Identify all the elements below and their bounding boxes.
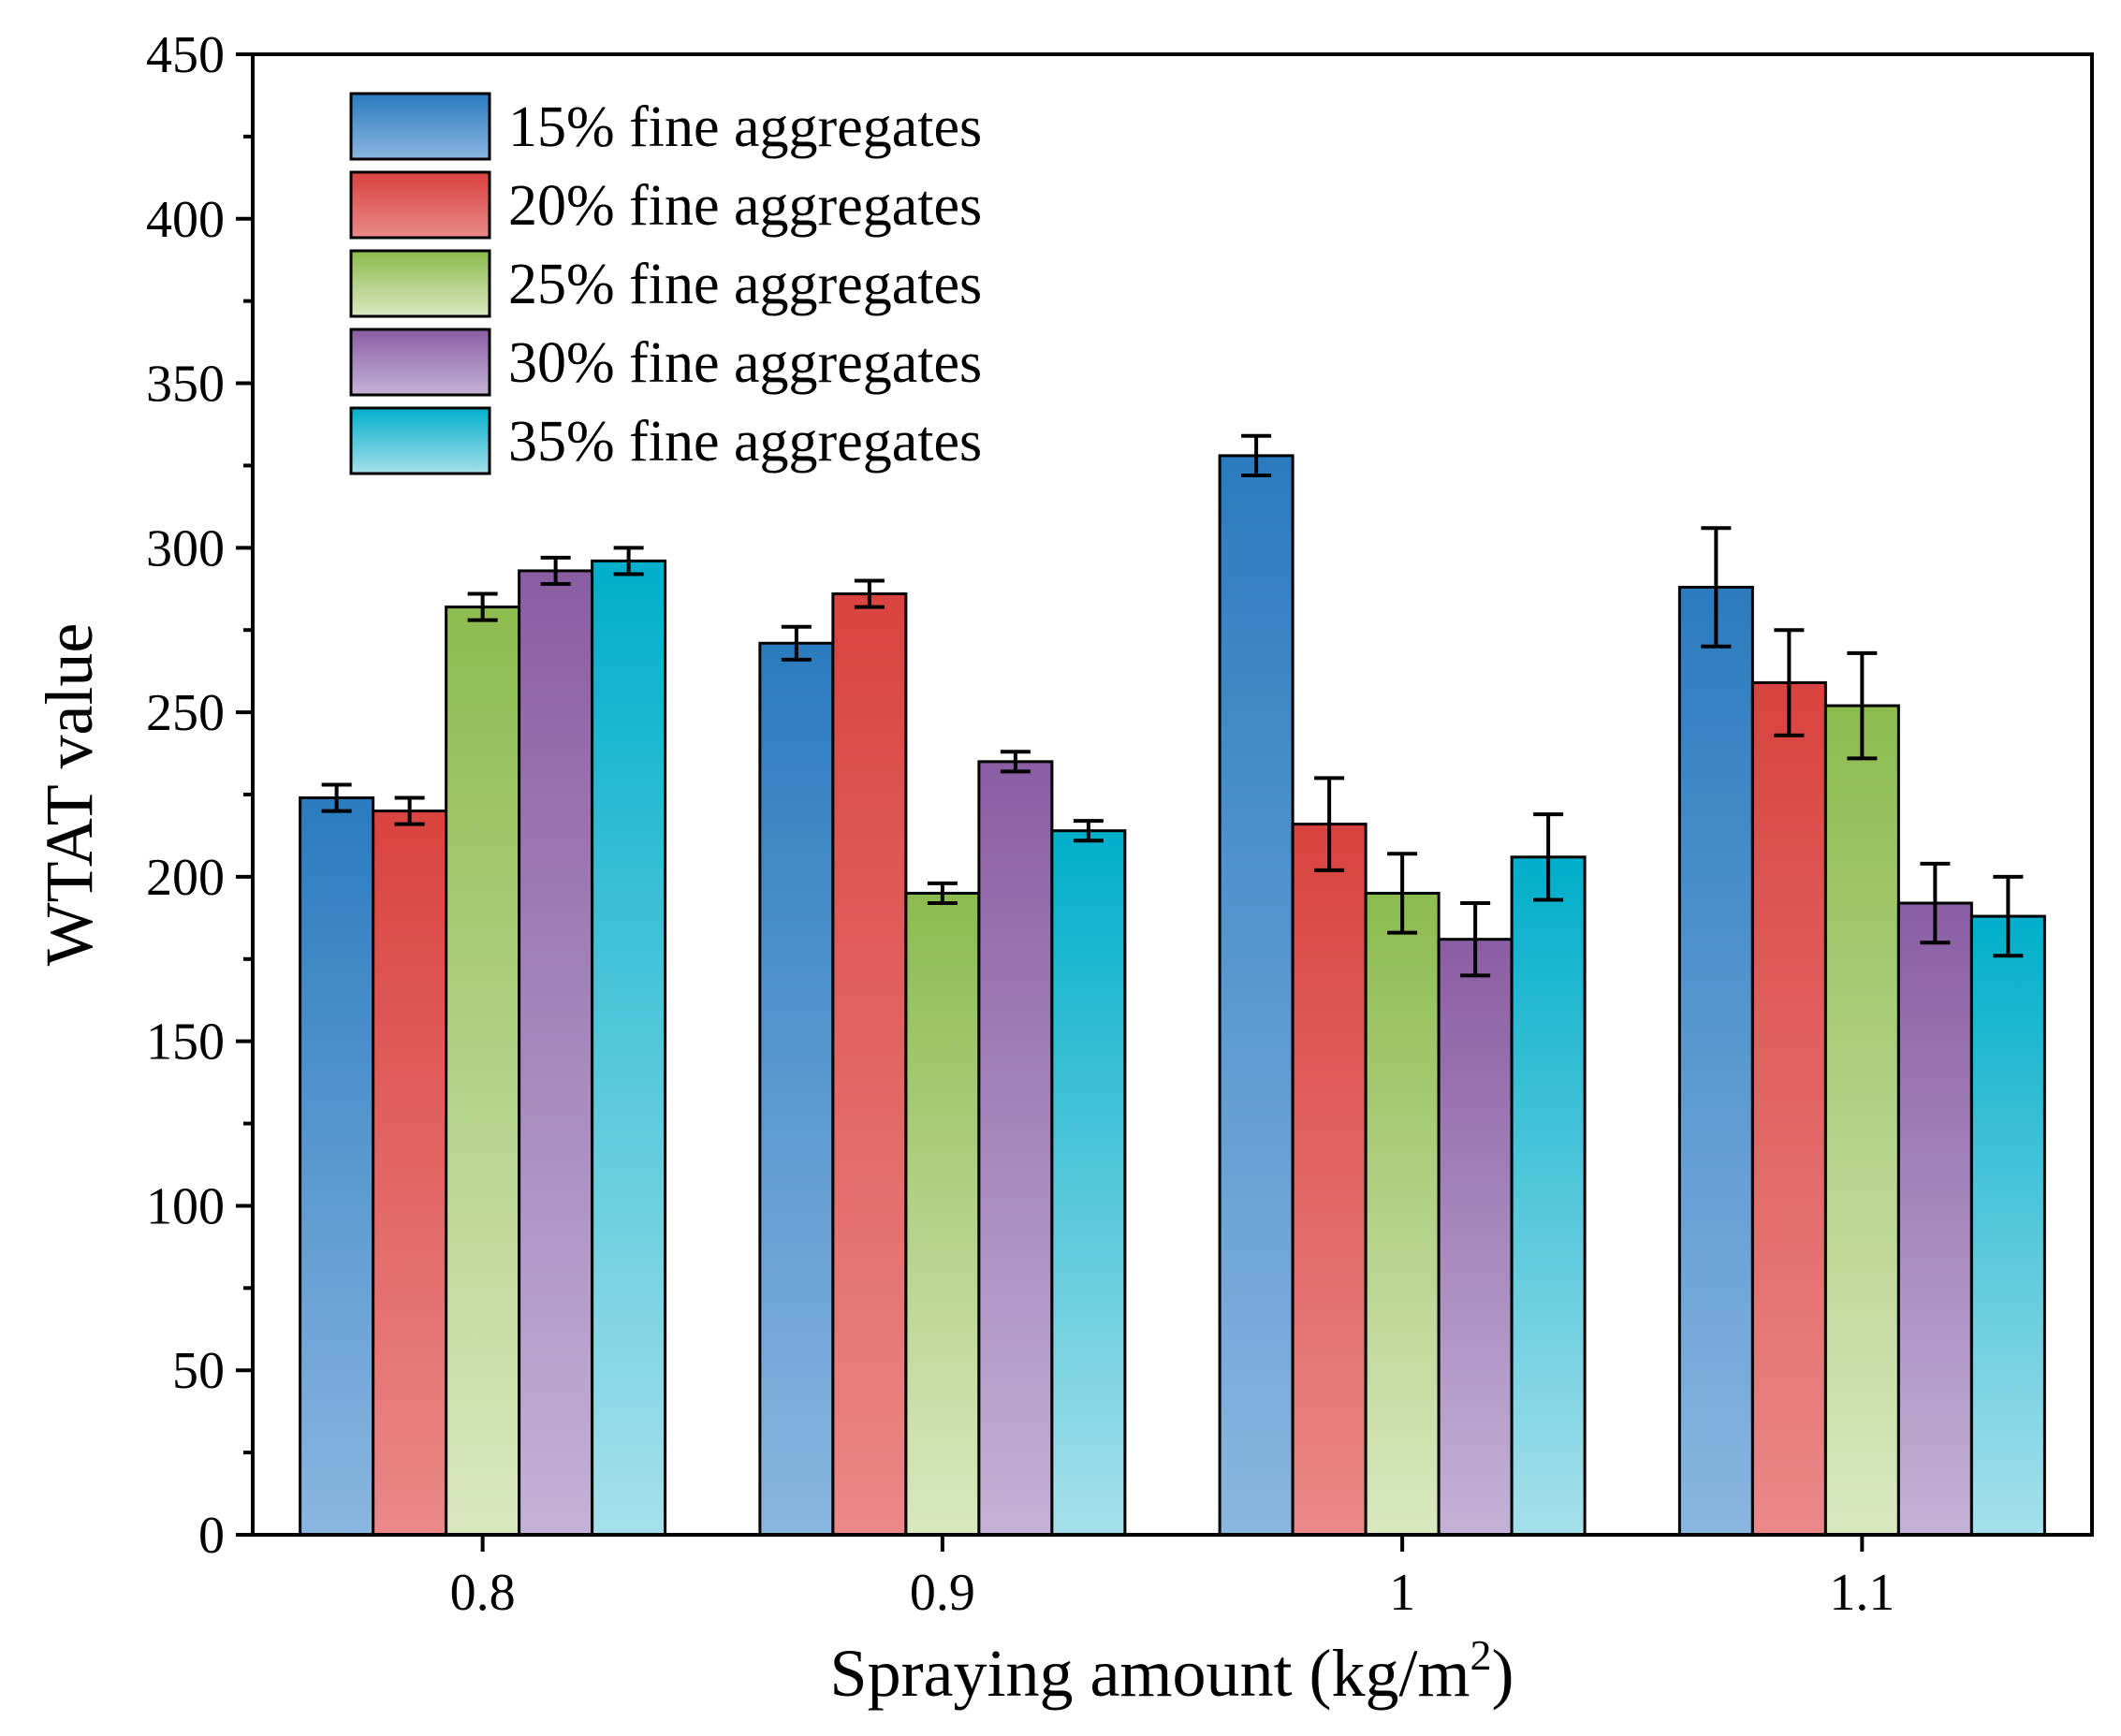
bar-0.8-15pct [299,796,375,1537]
bar-1-15pct [1218,454,1295,1537]
error-bar-1.1-15pct [1701,526,1732,649]
y-tick-label: 0 [198,1507,225,1565]
error-bar-0.8-15pct [321,782,352,813]
x-axis-title-close: ) [1491,1636,1514,1711]
error-bar-0.9-30pct [1000,750,1031,774]
y-tick-label: 150 [146,1014,225,1072]
bar-0.9-20pct [831,592,908,1537]
bar-0.9-15pct [758,641,835,1537]
legend-swatch [349,92,491,161]
legend-swatch [349,328,491,397]
y-tick-label: 50 [172,1342,225,1400]
x-axis-title-main: Spraying amount (kg/m [830,1636,1470,1711]
bar-1.1-30pct [1896,901,1973,1537]
bar-0.9-25pct [904,891,981,1537]
x-tick-label: 1.1 [1829,1564,1894,1622]
legend-label: 30% fine aggregates [508,331,982,395]
error-bar-1-15pct [1241,433,1272,477]
legend-item-30pct: 30% fine aggregates [349,328,982,397]
error-bars-layer [321,433,2024,978]
y-tick-label: 350 [146,356,225,414]
y-tick-label: 250 [146,684,225,742]
bar-1-35pct [1510,855,1587,1537]
x-axis-title: Spraying amount (kg/m2) [830,1631,1514,1711]
error-bar-0.8-25pct [467,591,498,622]
bar-0.8-35pct [591,559,667,1537]
y-tick-label: 450 [146,26,225,84]
bar-1.1-20pct [1750,680,1827,1537]
bar-0.9-35pct [1050,829,1127,1537]
x-tick-label: 0.9 [910,1564,975,1622]
bars-layer [299,454,2046,1537]
error-bar-1-20pct [1314,776,1345,872]
legend-item-15pct: 15% fine aggregates [349,92,982,161]
y-tick-label: 400 [146,191,225,249]
legend: 15% fine aggregates 20% fine aggregates 25… [349,92,982,475]
bar-1.1-35pct [1969,914,2046,1537]
y-tick-label: 200 [146,849,225,907]
error-bar-1.1-20pct [1774,628,1805,737]
error-bar-0.9-35pct [1073,819,1104,843]
error-bar-0.9-25pct [927,881,958,906]
x-tick-label: 1 [1389,1564,1415,1622]
legend-item-35pct: 35% fine aggregates [349,406,982,475]
error-bar-1-35pct [1533,812,1564,902]
error-bar-1-30pct [1460,901,1491,978]
legend-label: 15% fine aggregates [508,95,982,159]
error-bar-0.8-30pct [540,555,571,587]
y-axis-title: WTAT value [32,623,107,967]
legend-label: 35% fine aggregates [508,410,982,474]
error-bar-0.8-20pct [394,795,425,826]
x-tick-label: 0.8 [450,1564,516,1622]
bar-0.9-30pct [977,760,1054,1537]
bar-1-30pct [1437,938,1514,1537]
error-bar-0.8-35pct [613,546,644,576]
error-bar-0.9-15pct [781,624,812,662]
error-bar-1.1-35pct [1993,874,2024,958]
bar-0.8-20pct [372,810,448,1537]
legend-swatch [349,170,491,240]
y-tick-label: 100 [146,1177,225,1235]
x-axis-ticks: 0.8 0.9 1 1.1 [450,1535,1894,1622]
legend-swatch [349,249,491,318]
legend-label: 25% fine aggregates [508,253,982,316]
legend-swatch [349,406,491,475]
error-bar-1.1-25pct [1847,650,1878,761]
y-axis-ticks: 0 50 100 150 200 250 300 350 400 450 [146,26,253,1565]
error-bar-1.1-30pct [1920,861,1951,945]
bar-1-20pct [1291,823,1368,1537]
legend-label: 20% fine aggregates [508,174,982,238]
bar-0.8-25pct [445,605,521,1537]
error-bar-0.9-20pct [854,578,885,609]
bar-1.1-25pct [1823,704,1900,1537]
legend-item-20pct: 20% fine aggregates [349,170,982,240]
x-axis-title-superscript: 2 [1470,1631,1491,1679]
y-tick-label: 300 [146,519,225,577]
bar-1.1-15pct [1677,586,1754,1537]
bar-1-25pct [1364,891,1441,1537]
bar-0.8-30pct [518,569,594,1537]
legend-item-25pct: 25% fine aggregates [349,249,982,318]
error-bar-1-25pct [1387,852,1418,935]
